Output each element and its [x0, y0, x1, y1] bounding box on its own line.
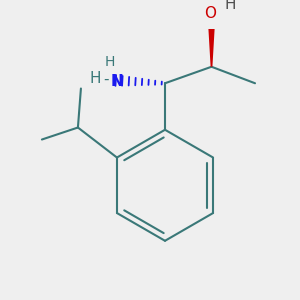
Text: O: O [204, 6, 216, 21]
Polygon shape [208, 20, 215, 67]
Text: N: N [111, 74, 123, 89]
Text: H: H [89, 71, 101, 86]
Text: -: - [104, 72, 109, 87]
Text: H: H [224, 0, 236, 12]
Text: H: H [104, 55, 115, 69]
